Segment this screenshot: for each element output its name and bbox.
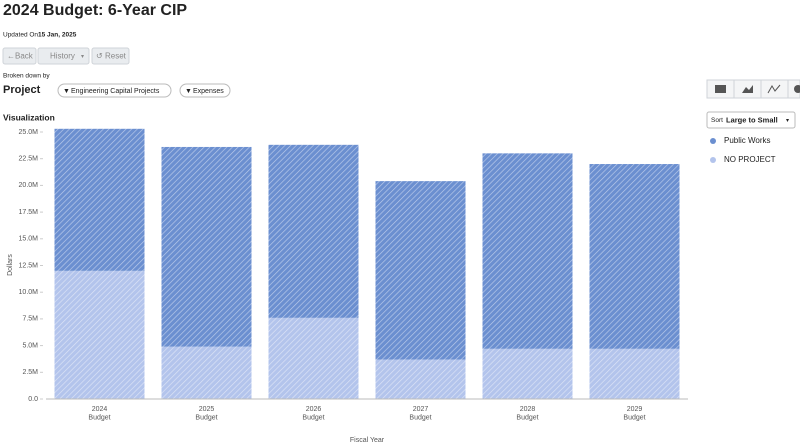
updated-date: 15 Jan, 2025 bbox=[38, 32, 77, 39]
bar-segment bbox=[375, 359, 466, 399]
y-tick-label: 12.5M bbox=[19, 262, 39, 269]
line-icon bbox=[767, 84, 781, 94]
y-tick-label: 15.0M bbox=[19, 236, 39, 243]
y-tick-label: 7.5M bbox=[22, 316, 38, 323]
breakdown-label: Broken down by bbox=[3, 73, 50, 80]
sort-caret: ▾ bbox=[786, 118, 789, 124]
bar-segment bbox=[161, 146, 252, 347]
bar-segment bbox=[54, 128, 145, 271]
reset-button[interactable] bbox=[91, 47, 130, 65]
bar-segment bbox=[589, 164, 680, 349]
filter-label: Engineering Capital Projects bbox=[71, 88, 160, 95]
updated-label: Updated On bbox=[3, 32, 38, 39]
section-title: Visualization bbox=[3, 112, 55, 122]
y-tick-label: 5.0M bbox=[22, 342, 38, 349]
view-switcher bbox=[706, 79, 800, 99]
bar-segment bbox=[589, 348, 680, 399]
y-tick-label: 10.0M bbox=[19, 289, 39, 296]
history-caret: ▾ bbox=[81, 54, 84, 60]
history-button[interactable] bbox=[37, 47, 90, 65]
back-icon: ← bbox=[7, 52, 15, 61]
bar-segment bbox=[268, 144, 359, 318]
reset-label: Reset bbox=[105, 52, 127, 61]
x-tick-label: 2024 bbox=[92, 406, 108, 413]
filter-icon: ▼ bbox=[63, 88, 70, 95]
x-tick-label: 2029 bbox=[627, 406, 643, 413]
history-label: History bbox=[50, 52, 75, 61]
legend-label: Public Works bbox=[724, 136, 771, 145]
y-tick-label: 20.0M bbox=[19, 182, 39, 189]
sort-label: Sort bbox=[711, 117, 723, 124]
bar-segment bbox=[268, 317, 359, 399]
y-tick-label: 22.5M bbox=[19, 156, 39, 163]
breakdown-value: Project bbox=[3, 84, 41, 96]
x-tick-label: Budget bbox=[302, 414, 324, 421]
x-tick-label: 2028 bbox=[520, 406, 536, 413]
pie-icon bbox=[794, 85, 800, 93]
y-tick-label: 2.5M bbox=[22, 369, 38, 376]
view-line-button[interactable] bbox=[760, 79, 789, 99]
bar-segment bbox=[161, 346, 252, 399]
page-title: 2024 Budget: 6-Year CIP bbox=[3, 2, 187, 19]
bar-segment bbox=[482, 153, 573, 349]
bar-segment bbox=[54, 270, 145, 399]
x-tick-label: 2027 bbox=[413, 406, 429, 413]
x-tick-label: 2026 bbox=[306, 406, 322, 413]
filter-pill[interactable] bbox=[57, 83, 172, 98]
sort-dropdown[interactable] bbox=[706, 111, 796, 129]
legend-marker bbox=[710, 138, 716, 144]
reset-icon: ↺ bbox=[96, 52, 103, 61]
legend-marker bbox=[710, 157, 716, 163]
x-tick-label: Budget bbox=[409, 414, 431, 421]
x-tick-label: Budget bbox=[195, 414, 217, 421]
legend-label: NO PROJECT bbox=[724, 155, 776, 164]
area-icon bbox=[742, 85, 753, 93]
x-tick-label: Budget bbox=[88, 414, 110, 421]
y-tick-label: 0.0 bbox=[28, 396, 38, 403]
x-axis-title: Fiscal Year bbox=[350, 437, 385, 444]
filter-icon: ▼ bbox=[185, 88, 192, 95]
bar-segment bbox=[482, 348, 573, 399]
x-tick-label: 2025 bbox=[199, 406, 215, 413]
y-axis-title: Dollars bbox=[7, 254, 14, 276]
x-tick-label: Budget bbox=[516, 414, 538, 421]
back-label: Back bbox=[15, 52, 34, 61]
y-tick-label: 25.0M bbox=[19, 129, 39, 136]
back-button[interactable] bbox=[2, 47, 37, 65]
bar-segment bbox=[375, 181, 466, 360]
filter-label: Expenses bbox=[193, 88, 224, 95]
y-tick-label: 17.5M bbox=[19, 209, 39, 216]
filter-pill[interactable] bbox=[179, 83, 231, 98]
sort-value: Large to Small bbox=[726, 115, 778, 124]
bar-icon bbox=[715, 85, 726, 93]
x-tick-label: Budget bbox=[623, 414, 645, 421]
